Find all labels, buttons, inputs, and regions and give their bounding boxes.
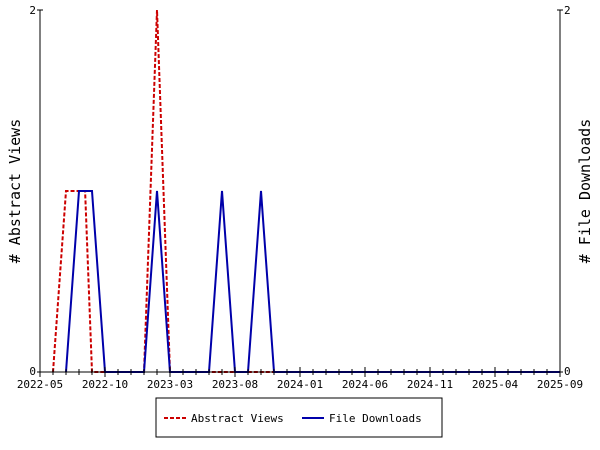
y-left-tick-label: 2 <box>29 4 36 17</box>
legend-label: Abstract Views <box>191 412 284 425</box>
x-tick-label: 2023-03 <box>147 378 193 391</box>
x-tick-label: 2024-11 <box>407 378 453 391</box>
x-tick-label: 2022-10 <box>82 378 128 391</box>
x-tick-label: 2024-06 <box>342 378 388 391</box>
y-left-axis-title: # Abstract Views <box>6 119 24 264</box>
y-right-tick-label: 2 <box>564 4 571 17</box>
legend-box <box>155 397 443 438</box>
legend: Abstract Views File Downloads <box>155 397 443 438</box>
y-left-tick-label: 0 <box>29 365 36 378</box>
x-tick-label: 2025-04 <box>472 378 519 391</box>
y-right-axis-title: # File Downloads <box>576 119 594 264</box>
y-right-tick-label: 0 <box>564 365 571 378</box>
x-tick-label: 2022-05 <box>17 378 63 391</box>
x-tick-label: 2025-09 <box>537 378 583 391</box>
axes: 2022-05 2022-10 2023-03 2023-08 2024-01 2024-… <box>17 4 583 391</box>
legend-label: File Downloads <box>329 412 422 425</box>
x-tick-label: 2023-08 <box>212 378 258 391</box>
x-tick-label: 2024-01 <box>277 378 323 391</box>
